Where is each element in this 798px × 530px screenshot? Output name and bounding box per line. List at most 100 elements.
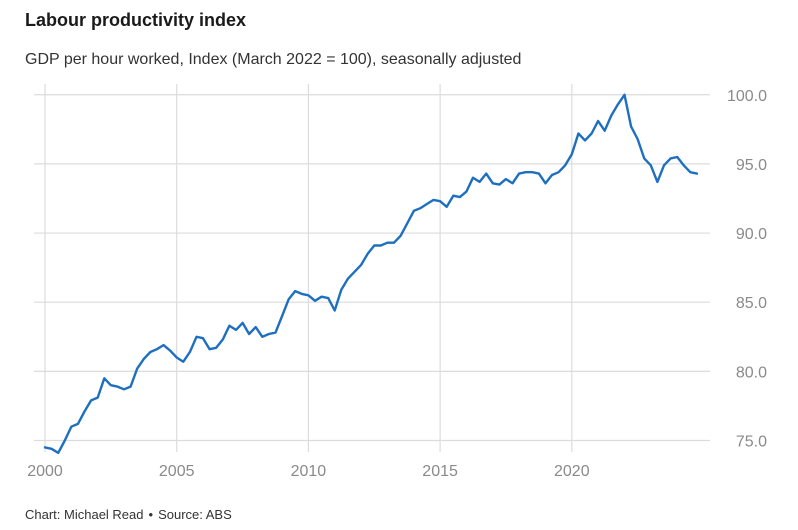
data-point-58: [426, 203, 428, 205]
data-point-85: [604, 130, 606, 132]
data-point-3: [64, 439, 66, 441]
data-point-54: [399, 235, 401, 237]
data-point-31: [248, 333, 250, 335]
data-point-64: [465, 190, 467, 192]
chart-subtitle: GDP per hour worked, Index (March 2022 =…: [25, 51, 522, 68]
data-point-76: [544, 182, 546, 184]
data-point-81: [577, 132, 579, 134]
data-point-89: [630, 125, 632, 127]
data-point-48: [360, 264, 362, 266]
data-point-55: [406, 222, 408, 224]
data-point-10: [110, 384, 112, 386]
data-point-4: [70, 426, 72, 428]
data-point-96: [676, 156, 678, 158]
data-point-83: [590, 132, 592, 134]
data-point-8: [97, 396, 99, 398]
footer-separator: •: [148, 507, 154, 522]
data-point-19: [169, 349, 171, 351]
data-point-28: [228, 325, 230, 327]
x-tick-label-2010: 2010: [291, 463, 327, 480]
data-point-69: [498, 183, 500, 185]
data-point-91: [643, 157, 645, 159]
series-line-0: [43, 93, 699, 455]
data-point-47: [353, 271, 355, 273]
data-point-49: [367, 253, 369, 255]
data-point-43: [327, 297, 329, 299]
data-point-56: [413, 210, 415, 212]
data-point-79: [564, 164, 566, 166]
data-point-20: [176, 356, 178, 358]
data-point-36: [281, 315, 283, 317]
data-point-24: [202, 337, 204, 339]
x-tick-label-2020: 2020: [554, 463, 590, 480]
y-tick-label-75.0: 75.0: [736, 434, 767, 451]
data-point-97: [683, 164, 685, 166]
data-point-73: [525, 171, 527, 173]
data-point-12: [123, 388, 125, 390]
data-point-13: [129, 385, 131, 387]
data-point-42: [320, 296, 322, 298]
y-tick-label-80.0: 80.0: [736, 364, 767, 381]
x-tick-label-2015: 2015: [422, 463, 458, 480]
tick-labels: 2000 2005 2010 2015 2020 75.0 80.0 85.0 90.0 95.0…: [27, 88, 767, 480]
chart-title: Labour productivity index: [25, 10, 247, 30]
data-point-5: [77, 423, 79, 425]
data-point-63: [459, 196, 461, 198]
data-point-70: [505, 178, 507, 180]
data-point-87: [617, 103, 619, 105]
data-point-29: [235, 329, 237, 331]
y-tick-label-85.0: 85.0: [736, 295, 767, 312]
data-point-60: [439, 200, 441, 202]
data-point-50: [373, 244, 375, 246]
data-point-77: [551, 174, 553, 176]
y-tick-label-90.0: 90.0: [736, 226, 767, 243]
data-point-95: [669, 157, 671, 159]
data-point-65: [472, 177, 474, 179]
data-point-6: [83, 410, 85, 412]
data-point-44: [334, 309, 336, 311]
data-point-53: [393, 242, 395, 244]
data-point-59: [432, 199, 434, 201]
chart-area: 2000 2005 2010 2015 2020 75.0 80.0 85.0 90.0 95.0…: [27, 84, 767, 480]
data-point-52: [386, 242, 388, 244]
data-point-75: [538, 172, 540, 174]
data-point-71: [511, 182, 513, 184]
data-point-11: [116, 385, 118, 387]
data-point-7: [90, 399, 92, 401]
data-point-23: [195, 336, 197, 338]
data-point-98: [689, 171, 691, 173]
grid-lines: [34, 84, 710, 452]
data-point-18: [162, 344, 164, 346]
data-point-68: [492, 182, 494, 184]
data-point-25: [208, 348, 210, 350]
data-point-80: [571, 153, 573, 155]
x-tick-label-2000: 2000: [27, 463, 63, 480]
data-point-2: [57, 452, 59, 454]
data-point-74: [531, 171, 533, 173]
data-point-34: [268, 333, 270, 335]
series-layer: [43, 93, 699, 455]
data-point-30: [241, 322, 243, 324]
data-point-0: [44, 446, 46, 448]
data-point-82: [584, 139, 586, 141]
data-point-78: [557, 171, 559, 173]
data-point-38: [294, 290, 296, 292]
data-point-72: [518, 172, 520, 174]
y-tick-label-95.0: 95.0: [736, 157, 767, 174]
data-point-67: [485, 172, 487, 174]
data-point-99: [696, 172, 698, 174]
chart-credit: Chart: Michael Read: [25, 507, 144, 522]
data-point-27: [222, 338, 224, 340]
data-point-35: [274, 331, 276, 333]
chart-source: Source: ABS: [158, 507, 232, 522]
data-point-92: [650, 164, 652, 166]
data-point-21: [182, 361, 184, 363]
data-point-17: [156, 348, 158, 350]
data-point-41: [314, 300, 316, 302]
x-tick-label-2005: 2005: [159, 463, 195, 480]
y-tick-label-100.0: 100.0: [727, 88, 767, 105]
data-point-26: [215, 347, 217, 349]
data-point-16: [149, 351, 151, 353]
data-point-88: [623, 94, 625, 96]
data-point-39: [301, 293, 303, 295]
